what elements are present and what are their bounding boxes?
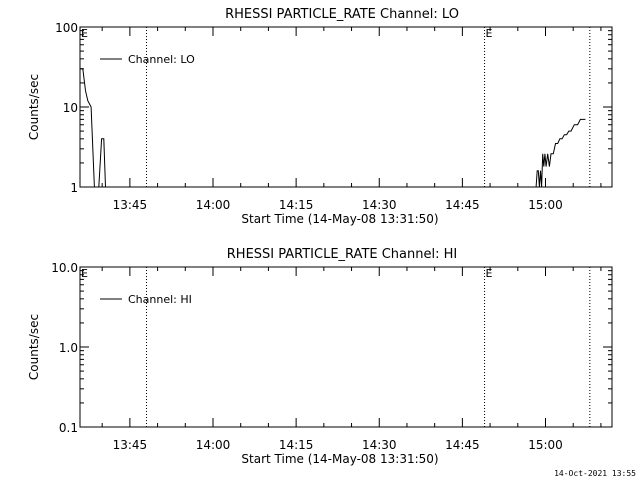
y-tick-label: 10.0: [51, 261, 78, 275]
chart-panel-hi: RHESSI PARTICLE_RATE Channel: HI 13:45 14:…: [27, 247, 613, 466]
y-tick-label: 1: [70, 181, 78, 195]
x-tick-label: 15:00: [528, 198, 563, 212]
footer-date: 14-Oct-2021 13:55: [554, 469, 636, 478]
series-line: [80, 68, 586, 187]
x-tick-label: 14:15: [279, 438, 314, 452]
plot-frame: [79, 26, 613, 188]
x-tick-label: 13:45: [113, 438, 148, 452]
plot-frame: [79, 266, 613, 428]
chart-title: RHESSI PARTICLE_RATE Channel: LO: [225, 7, 459, 22]
y-tick-label: 100: [55, 21, 78, 35]
y-tick-label: 10: [63, 101, 78, 115]
event-marker: E: [81, 267, 88, 280]
x-tick-label: 14:30: [362, 438, 397, 452]
y-axis-label: Counts/sec: [27, 314, 41, 380]
chart-panel-lo: RHESSI PARTICLE_RATE Channel: LO 13:45 14:…: [27, 7, 613, 226]
x-tick-label: 15:00: [528, 438, 563, 452]
y-axis-label: Counts/sec: [27, 74, 41, 140]
x-tick-label: 14:45: [445, 438, 480, 452]
event-marker: E: [486, 267, 493, 280]
legend-entry: Channel: LO: [128, 53, 195, 66]
x-tick-label: 14:00: [196, 438, 231, 452]
x-tick-label: 14:15: [279, 198, 314, 212]
x-tick-label: 14:45: [445, 198, 480, 212]
event-marker: E: [486, 27, 493, 40]
x-axis-label: Start Time (14-May-08 13:31:50): [241, 452, 438, 466]
x-tick-label: 14:30: [362, 198, 397, 212]
event-marker: E: [81, 27, 88, 40]
legend-entry: Channel: HI: [128, 293, 192, 306]
y-tick-label: 1.0: [59, 341, 78, 355]
chart-title: RHESSI PARTICLE_RATE Channel: HI: [227, 247, 457, 262]
y-tick-label: 0.1: [59, 421, 78, 435]
x-axis-label: Start Time (14-May-08 13:31:50): [241, 212, 438, 226]
x-tick-label: 13:45: [113, 198, 148, 212]
x-tick-label: 14:00: [196, 198, 231, 212]
